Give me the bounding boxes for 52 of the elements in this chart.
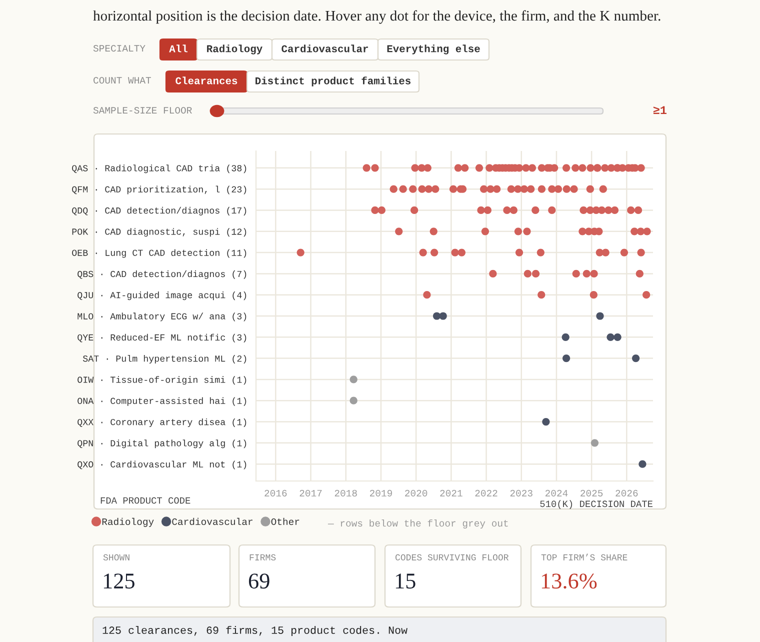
y-tick-label: QPN · Digital pathology alg (1) <box>78 440 246 448</box>
text: SHOWN <box>103 554 130 560</box>
text: — rows below the floor grey out <box>328 519 508 529</box>
x-axis-title: 510(K) DECISION DATE <box>540 500 652 509</box>
y-tick-label: QJU · AI-guided image acqui (4) <box>78 292 246 300</box>
x-tick-label: 2023 <box>510 490 532 496</box>
y-tick-label: QXX · Coronary artery disea (1) <box>78 418 246 427</box>
text: ≥1 <box>653 106 666 114</box>
text: horizontal position is the decision date. Hover any dot for the device, the firm, and the K number. <box>93 10 660 24</box>
y-tick-label: QAS · Radiological CAD tria (38) <box>72 164 246 174</box>
x-tick-label: 2021 <box>440 490 462 496</box>
x-tick-label: 2020 <box>405 490 428 496</box>
x-tick-label: 2025 <box>580 490 603 496</box>
text: SAMPLE-SIZE FLOOR <box>93 107 192 114</box>
text: Distinct product families <box>256 76 410 86</box>
y-tick-label: MLO · Ambulatory ECG w/ ana (3) <box>78 312 246 322</box>
x-tick-label: 2024 <box>545 490 568 496</box>
x-tick-label: 2026 <box>616 490 638 496</box>
text: 125 <box>104 574 134 589</box>
y-tick-label: ONA · Computer-assisted hai (1) <box>78 397 246 406</box>
y-tick-label: OEB · Lung CT CAD detection (11) <box>72 249 246 258</box>
y-tick-label: QFM · CAD prioritization, l (23) <box>72 186 246 194</box>
x-tick-label: 2022 <box>475 490 498 496</box>
y-tick-label: QBS · CAD detection/diagnos (7) <box>78 270 246 279</box>
text: CODES SURVIVING FLOOR <box>396 554 509 560</box>
text: COUNT WHAT <box>94 77 151 84</box>
y-tick-label: SAT · Pulm hypertension ML (2) <box>82 354 246 364</box>
legend-label: Other <box>271 518 300 526</box>
y-tick-label: OIW · Tissue-of-origin simi (1) <box>78 376 246 385</box>
x-tick-label: 2016 <box>264 490 287 496</box>
text: 69 <box>248 574 270 589</box>
text: All <box>169 44 188 52</box>
text: Radiology <box>207 44 262 54</box>
x-tick-label: 2017 <box>300 490 322 496</box>
text: 15 <box>396 574 416 589</box>
legend-label: Radiology <box>102 518 154 527</box>
y-tick-label: QDQ · CAD detection/diagnos (17) <box>72 206 246 216</box>
legend-label: Cardiovascular <box>172 518 252 526</box>
text: TOP FIRM’S SHARE <box>541 554 628 560</box>
text: Clearances <box>176 76 238 84</box>
y-axis-title: FDA PRODUCT CODE <box>100 497 190 504</box>
text: FIRMS <box>250 554 276 560</box>
text: 125 clearances, 69 firms, 15 product codes. Now <box>102 626 408 636</box>
text: SPECIALTY <box>93 45 146 52</box>
text: Everything else <box>387 44 480 54</box>
text: 13.6% <box>542 574 597 589</box>
text: Cardiovascular <box>282 44 368 52</box>
y-tick-label: QYE · Reduced-EF ML notific (3) <box>78 334 246 342</box>
x-tick-label: 2018 <box>334 490 357 496</box>
y-tick-label: QXO · Cardiovascular ML not (1) <box>78 460 246 470</box>
x-tick-label: 2019 <box>370 490 392 496</box>
y-tick-label: POK · CAD diagnostic, suspi (12) <box>72 228 246 237</box>
